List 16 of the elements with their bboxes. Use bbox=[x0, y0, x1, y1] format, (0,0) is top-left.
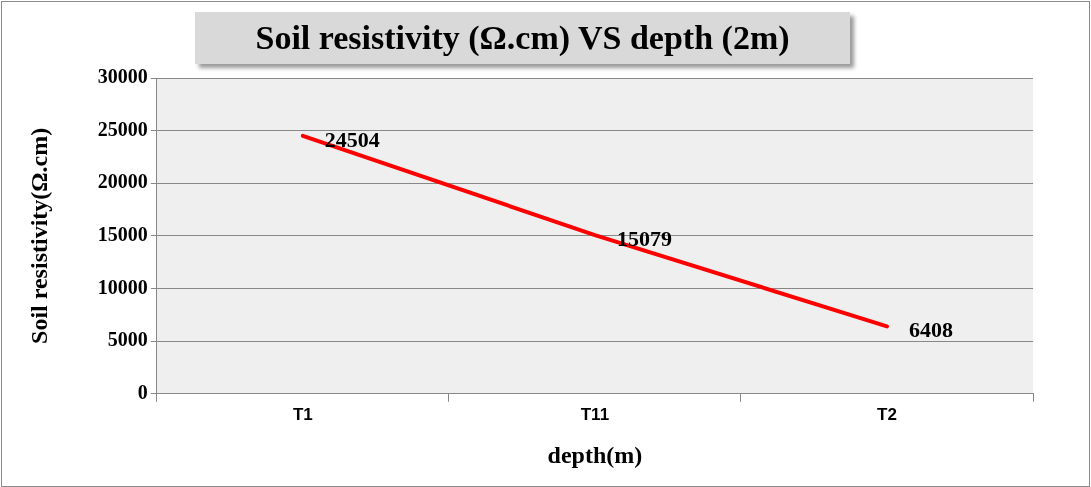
data-label: 24504 bbox=[324, 126, 380, 152]
x-axis-title: depth(m) bbox=[547, 441, 643, 468]
y-tick-label: 25000 bbox=[97, 117, 148, 140]
y-tick-label: 15000 bbox=[97, 223, 148, 246]
y-tick-label: 0 bbox=[137, 380, 148, 403]
data-label: 15079 bbox=[616, 225, 672, 251]
chart-title: Soil resistivity (Ω.cm) VS depth (2m) bbox=[195, 12, 850, 64]
x-tick-label: T1 bbox=[292, 404, 313, 424]
y-tick-label: 30000 bbox=[97, 65, 148, 88]
x-tick-label: T2 bbox=[877, 404, 897, 424]
y-axis-title: Soil resistivity(Ω.cm) bbox=[25, 127, 52, 344]
x-tick-label: T11 bbox=[580, 404, 610, 424]
y-tick-label: 10000 bbox=[97, 275, 148, 298]
data-label: 6408 bbox=[908, 317, 953, 343]
y-tick-label: 5000 bbox=[107, 328, 148, 351]
y-tick-label: 20000 bbox=[97, 170, 148, 193]
